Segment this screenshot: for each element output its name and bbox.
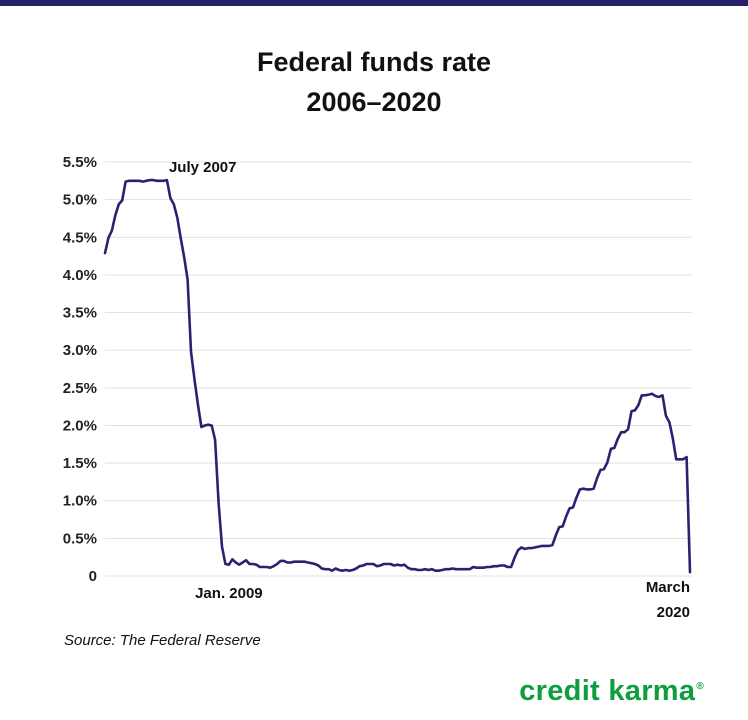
funds-rate-chart: 0 0.5% 1.0% 1.5% 2.0% 2.5% 3.0% 3.5% 4.0% 4.5% 5.0… (63, 154, 692, 621)
y-tick-label: 4.5% (63, 229, 97, 246)
y-tick-label: 2.5% (63, 380, 97, 397)
y-tick-label: 0 (89, 568, 97, 585)
source-note: Source: The Federal Reserve (64, 632, 261, 649)
top-accent-bar (0, 0, 748, 6)
chart-title-line1: Federal funds rate (256, 47, 492, 77)
chart-title: Federal funds rate 2006–2020 (0, 42, 748, 122)
annotation-peak: July 2007 (169, 159, 237, 176)
annotation-x-axis-right: 2020 (657, 604, 690, 621)
y-tick-label: 3.0% (63, 342, 97, 359)
y-tick-label: 5.5% (63, 154, 97, 171)
y-tick-label: 1.5% (63, 455, 97, 472)
rate-line (103, 178, 692, 574)
credit-karma-logo-text: credit karma (519, 675, 696, 707)
y-tick-label: 3.5% (63, 305, 97, 322)
annotation-x-axis-right: March (646, 579, 690, 596)
annotation-x-axis: Jan. 2009 (195, 585, 263, 602)
y-tick-label: 0.5% (63, 530, 97, 547)
y-tick-label: 1.0% (63, 493, 97, 510)
credit-karma-logo: credit karma® (519, 675, 704, 708)
y-tick-label: 4.0% (63, 267, 97, 284)
y-tick-label: 2.0% (63, 417, 97, 434)
chart-title-line2: 2006–2020 (306, 87, 442, 117)
registered-trademark-icon: ® (696, 681, 704, 693)
y-tick-label: 5.0% (63, 192, 97, 209)
